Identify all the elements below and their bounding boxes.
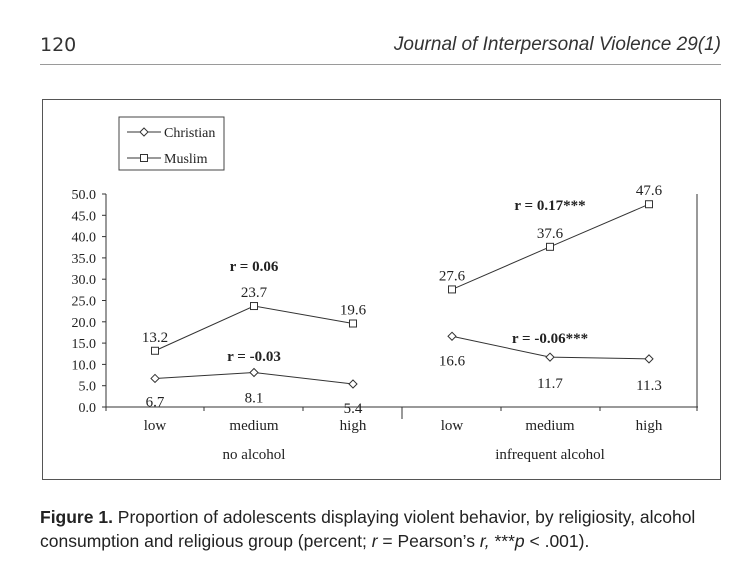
data-label: 13.2 — [142, 330, 168, 346]
data-label: 11.3 — [636, 378, 662, 394]
data-label: 37.6 — [537, 226, 564, 242]
legend-label-christian: Christian — [164, 126, 215, 141]
christian-data-point — [249, 367, 259, 378]
christian-data-point — [447, 331, 457, 341]
caption-r2: r, — [479, 531, 490, 551]
x-group-label: no alcohol — [223, 447, 286, 463]
correlation-label: r = -0.06*** — [512, 331, 588, 347]
muslim-data-point — [645, 200, 653, 209]
y-tick-label: 15.0 — [72, 337, 97, 352]
data-label: 11.7 — [537, 376, 563, 392]
y-tick-label: 25.0 — [72, 295, 97, 310]
caption-text-3: *** — [489, 531, 515, 551]
y-tick-label: 5.0 — [79, 380, 97, 395]
y-tick-label: 0.0 — [79, 401, 97, 416]
page-number: 120 — [40, 34, 77, 56]
y-tick-label: 40.0 — [72, 231, 97, 246]
x-category-label: low — [144, 418, 167, 434]
muslim-series-line — [154, 305, 354, 352]
y-tick-label: 35.0 — [72, 252, 97, 267]
data-label: 16.6 — [439, 353, 466, 369]
line-chart: 0.0 5.0 10.0 15.0 20.0 25.0 30.0 35.0 40.0 45.0 50… — [72, 116, 698, 463]
christian-data-point — [139, 127, 149, 137]
muslim-data-point — [140, 154, 148, 162]
correlation-label: r = 0.17*** — [514, 198, 585, 214]
muslim-data-point — [250, 302, 258, 311]
data-label: 23.7 — [241, 285, 268, 301]
y-tick-label: 10.0 — [72, 358, 97, 373]
christian-data-point — [644, 354, 654, 364]
christian-data-point — [348, 379, 358, 389]
x-category-label: medium — [525, 418, 574, 434]
journal-title: Journal of Interpersonal Violence 29(1) — [393, 34, 721, 55]
muslim-data-point — [546, 242, 554, 251]
caption-r: r — [371, 531, 378, 551]
data-label: 47.6 — [636, 183, 663, 199]
data-label: 27.6 — [439, 268, 466, 284]
x-category-label: high — [340, 418, 367, 434]
y-tick-label: 20.0 — [72, 316, 97, 331]
legend-label-muslim: Muslim — [164, 152, 208, 167]
christian-data-point — [545, 352, 555, 362]
muslim-data-point — [448, 285, 456, 294]
y-tick-label: 45.0 — [72, 209, 97, 224]
legend-box — [118, 116, 225, 171]
page-header: 120 Journal of Interpersonal Violence 29… — [40, 24, 721, 65]
caption-label: Figure 1. — [40, 507, 113, 527]
x-category-label: low — [441, 418, 464, 434]
muslim-data-point — [151, 346, 159, 355]
caption-text-4: < .001). — [524, 531, 590, 551]
caption-text-2: = Pearson’s — [377, 531, 480, 551]
figure-frame: 0.0 5.0 10.0 15.0 20.0 25.0 30.0 35.0 40.0 45.0 50… — [42, 99, 721, 480]
y-tick-label: 30.0 — [72, 273, 97, 288]
figure-caption: Figure 1. Proportion of adolescents disp… — [40, 505, 730, 553]
correlation-label: r = -0.03 — [227, 349, 281, 365]
x-category-label: medium — [229, 418, 278, 434]
correlation-label: r = 0.06 — [230, 259, 279, 275]
x-group-label: infrequent alcohol — [495, 447, 605, 463]
caption-p: p — [514, 531, 525, 551]
data-label: 5.4 — [344, 401, 363, 417]
data-label: 6.7 — [146, 394, 165, 410]
muslim-data-point — [349, 319, 357, 328]
data-label: 19.6 — [340, 303, 367, 319]
x-category-label: high — [636, 418, 663, 434]
christian-data-point — [150, 373, 160, 384]
caption-text-1: Proportion of adolescents displaying vio… — [40, 507, 696, 551]
y-tick-label: 50.0 — [72, 188, 97, 203]
data-label: 8.1 — [245, 390, 264, 406]
